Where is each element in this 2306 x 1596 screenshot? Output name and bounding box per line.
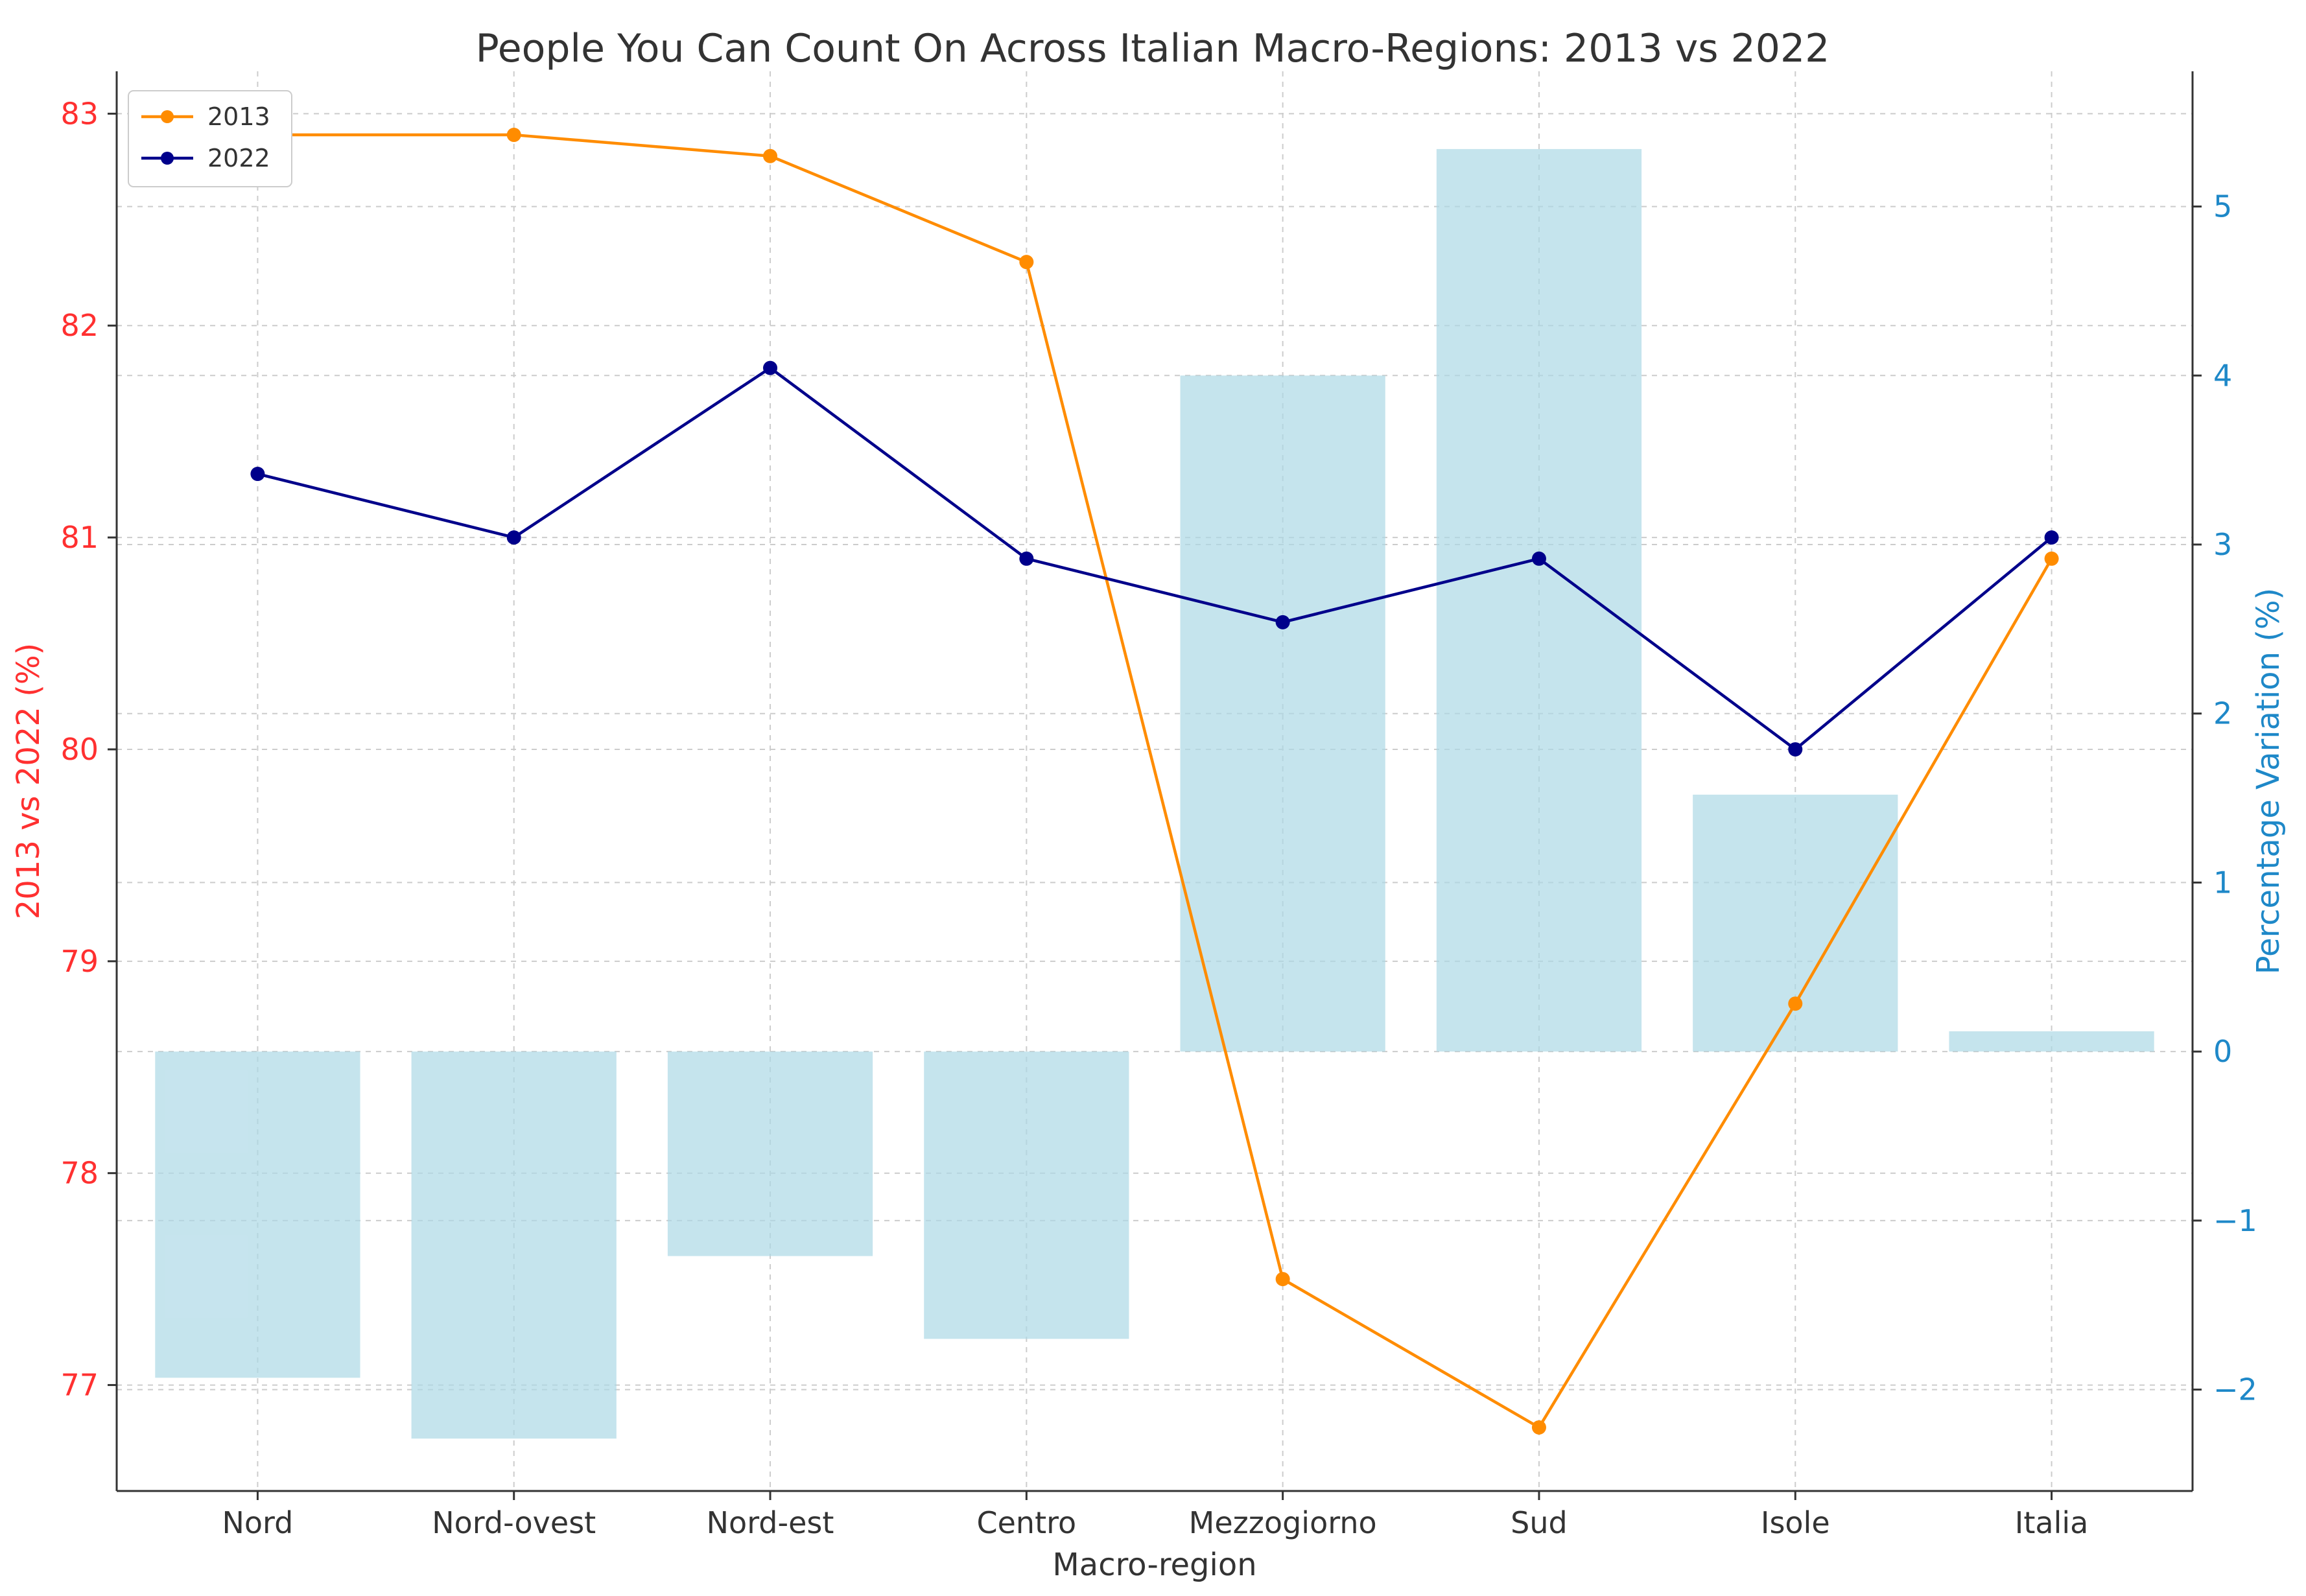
x-tick-label: Centro (977, 1505, 1077, 1540)
y-right-tick-label: −2 (2213, 1372, 2257, 1407)
legend-label-2022: 2022 (207, 144, 270, 172)
point-2013-centro (1019, 255, 1034, 270)
chart-title: People You Can Count On Across Italian M… (476, 26, 1830, 71)
line-2022 (257, 366, 2053, 751)
y-left-tick-label: 82 (60, 308, 99, 343)
bar-sud (1436, 148, 1642, 1052)
y-right-tick-label: 1 (2213, 865, 2232, 900)
point-2022-mezzogiorno (1275, 615, 1290, 629)
bar-nord-est (667, 1051, 873, 1256)
line-2013 (257, 133, 2053, 1429)
point-2022-italia (2044, 530, 2059, 545)
y-right-tick-label: 3 (2213, 527, 2232, 562)
point-2022-isole (1788, 742, 1803, 757)
bar-series (155, 148, 2154, 1439)
point-2022-nord (250, 467, 265, 482)
y-right-tick-label: 4 (2213, 358, 2232, 393)
point-2013-mezzogiorno (1275, 1272, 1290, 1287)
point-2022-nord-ovest (506, 530, 521, 545)
bar-mezzogiorno (1180, 375, 1385, 1052)
x-axis-label: Macro-region (1052, 1547, 1256, 1583)
point-2013-italia (2044, 551, 2059, 566)
y-right-tick-label: −1 (2213, 1203, 2257, 1238)
x-tick-label: Italia (2015, 1505, 2089, 1540)
y-left-axis-label: 2013 vs 2022 (%) (10, 643, 47, 920)
y-left-tick-label: 79 (60, 944, 99, 979)
bar-centro (924, 1051, 1129, 1339)
x-tick-label: Nord-est (707, 1505, 834, 1540)
point-2013-nord-ovest (506, 128, 521, 143)
y-right-tick-label: 2 (2213, 696, 2232, 731)
bar-nord-ovest (411, 1051, 617, 1439)
bar-nord (155, 1051, 360, 1378)
y-left-tick-label: 83 (60, 96, 99, 131)
y-left-tick-label: 80 (60, 732, 99, 767)
point-2022-nord-est (763, 360, 778, 375)
y-right-tick-label: 0 (2213, 1034, 2232, 1069)
x-tick-label: Nord-ovest (432, 1505, 596, 1540)
y-left-tick-label: 78 (60, 1156, 99, 1191)
y-right-tick-label: 5 (2213, 189, 2232, 224)
legend-marker-2013 (161, 110, 174, 123)
point-2013-nord-est (763, 148, 778, 163)
bar-isole (1693, 794, 1898, 1052)
x-tick-label: Sud (1511, 1505, 1568, 1540)
legend-marker-2022 (161, 152, 174, 165)
point-2013-sud (1531, 1420, 1546, 1435)
y-right-axis-label: Percentage Variation (%) (2250, 588, 2287, 975)
point-2022-sud (1531, 551, 1546, 566)
legend-label-2013: 2013 (207, 102, 270, 131)
y-left-tick-label: 81 (60, 520, 99, 555)
axes: Nord Nord-ovest Nord-est Centro Mezzogiorno S… (10, 71, 2287, 1583)
y-left-tick-label: 77 (60, 1368, 99, 1403)
point-2022-centro (1019, 551, 1034, 566)
point-2013-isole (1788, 996, 1803, 1011)
x-tick-label: Nord (222, 1505, 293, 1540)
x-tick-label: Mezzogiorno (1189, 1505, 1377, 1540)
bar-italia (1949, 1031, 2154, 1052)
legend: 2013 2022 (128, 90, 292, 187)
x-tick-label: Isole (1761, 1505, 1830, 1540)
